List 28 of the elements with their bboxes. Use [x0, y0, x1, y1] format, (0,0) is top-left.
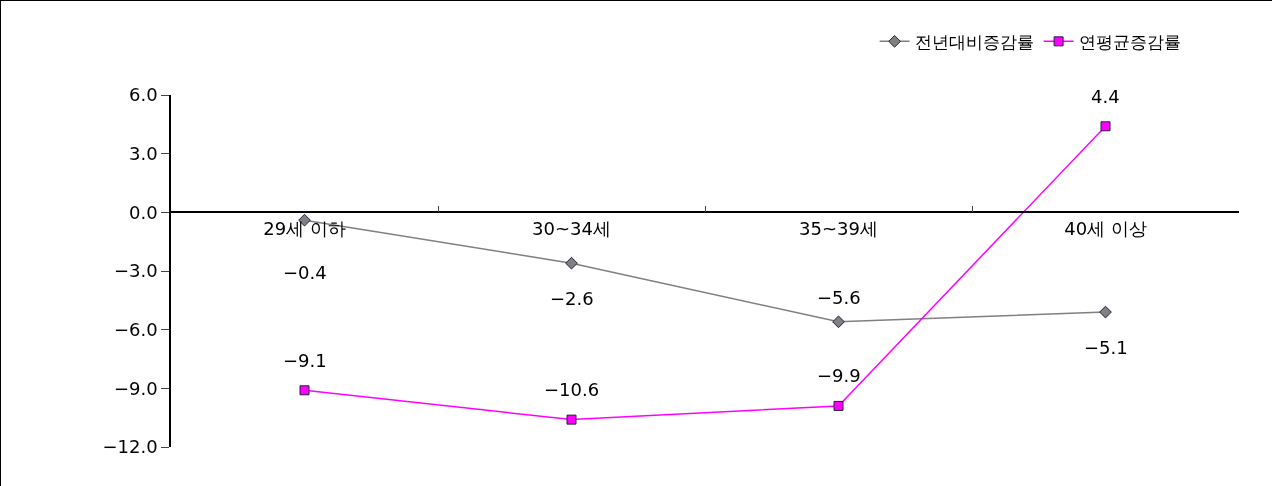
y-tick-label: −3.0 — [113, 260, 158, 282]
point — [832, 315, 845, 329]
y-tick-label: −9.0 — [113, 377, 158, 399]
x-tick-label: 35~39세 — [799, 217, 878, 239]
point — [299, 385, 310, 396]
y-tick-label: −12.0 — [102, 436, 158, 458]
y-tick-label: 3.0 — [129, 142, 158, 164]
point — [566, 414, 577, 425]
point — [565, 256, 578, 270]
legend-label: 연평균증감률 — [1078, 31, 1181, 52]
y-tick-label: 0.0 — [129, 201, 158, 223]
x-tick-label: 29세 이하 — [263, 217, 346, 239]
point — [833, 400, 844, 411]
data-label: −9.9 — [817, 365, 861, 386]
x-tick-label: 40세 이상 — [1064, 217, 1147, 239]
data-label: −9.1 — [283, 350, 327, 371]
point — [1100, 121, 1111, 132]
data-label: −5.1 — [1084, 337, 1128, 358]
data-label: 4.4 — [1091, 86, 1120, 107]
data-label: −2.6 — [550, 288, 594, 309]
data-label: −5.6 — [817, 287, 861, 308]
data-label: −10.6 — [544, 379, 600, 400]
y-tick-label: 6.0 — [129, 84, 158, 106]
data-label: −0.4 — [283, 262, 327, 283]
legend-label: 전년대비증감률 — [914, 31, 1034, 52]
y-tick-label: −6.0 — [113, 318, 158, 340]
point — [1099, 305, 1112, 319]
x-tick-label: 30~34세 — [532, 217, 611, 239]
